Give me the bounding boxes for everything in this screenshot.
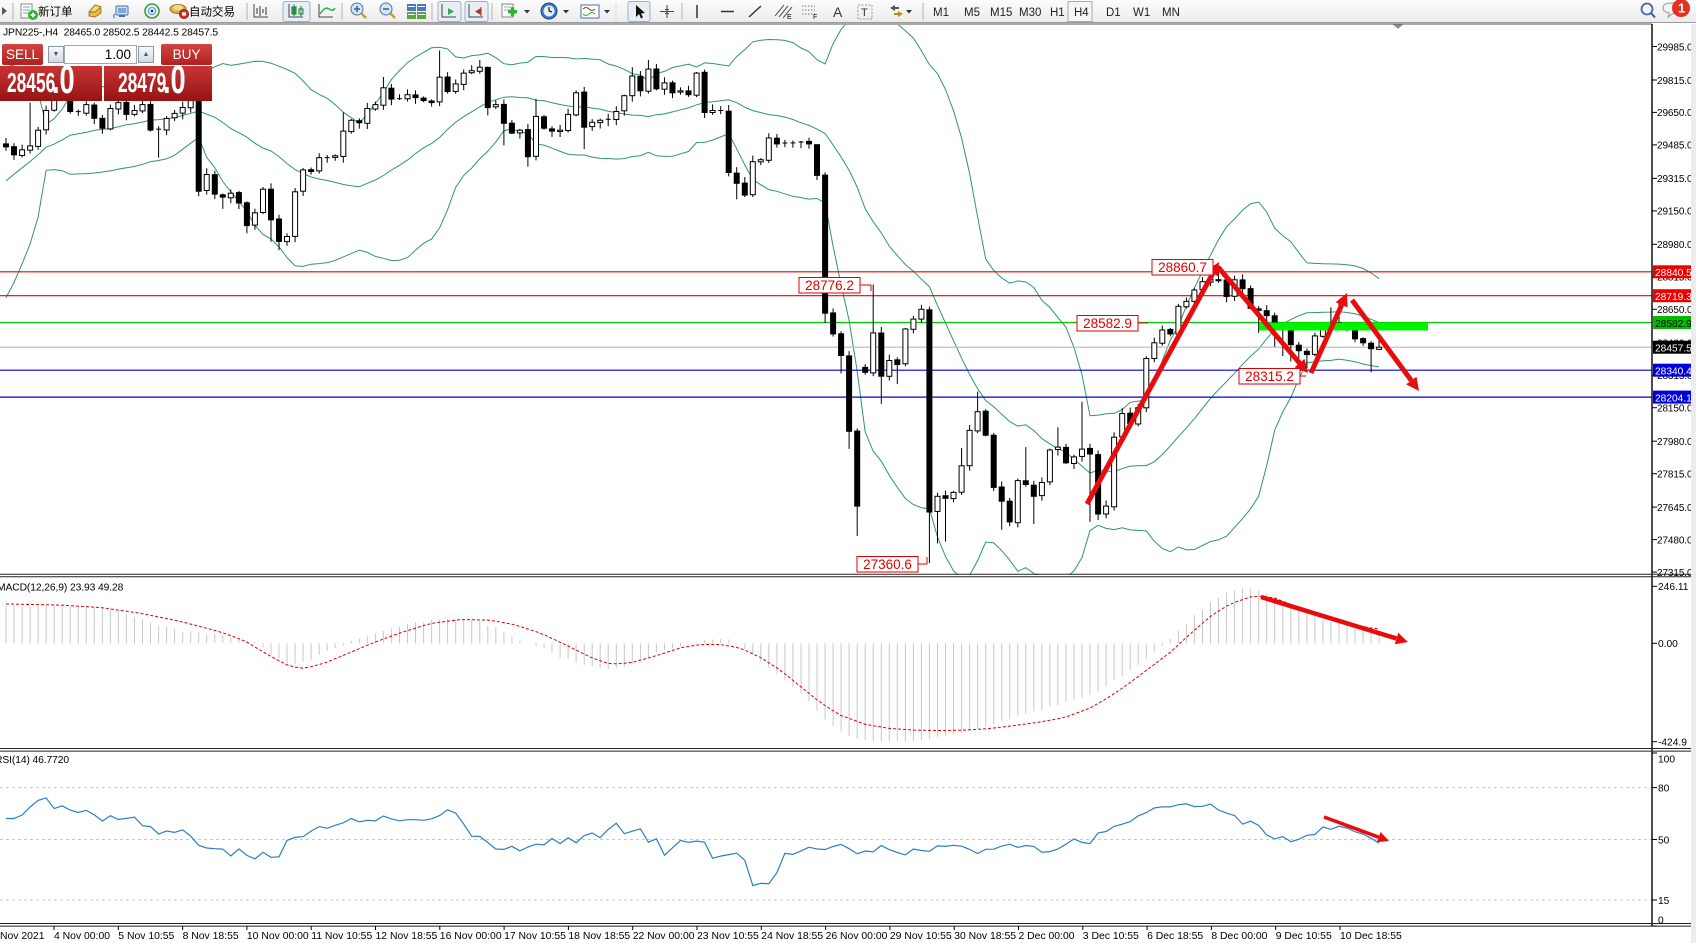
svg-text:F: F	[813, 14, 817, 21]
svg-text:1: 1	[1678, 1, 1685, 16]
svg-text:17 Nov 10:55: 17 Nov 10:55	[504, 931, 566, 942]
svg-text:D1: D1	[1106, 7, 1121, 19]
svg-text:E: E	[787, 14, 792, 21]
svg-text:100: 100	[1658, 754, 1675, 765]
svg-text:12 Nov 18:55: 12 Nov 18:55	[376, 931, 438, 942]
svg-text:28150.0: 28150.0	[1657, 404, 1693, 415]
svg-text:29650.0: 29650.0	[1657, 108, 1693, 119]
svg-text:9 Dec 10:55: 9 Dec 10:55	[1276, 931, 1332, 942]
svg-text:M1: M1	[933, 7, 949, 19]
svg-text:23 Nov 10:55: 23 Nov 10:55	[697, 931, 759, 942]
svg-text:8 Nov 18:55: 8 Nov 18:55	[183, 931, 239, 942]
svg-text:6 Dec 18:55: 6 Dec 18:55	[1147, 931, 1203, 942]
svg-text:29 Nov 10:55: 29 Nov 10:55	[890, 931, 952, 942]
svg-text:28650.0: 28650.0	[1657, 305, 1693, 316]
svg-text:28840.5: 28840.5	[1655, 268, 1692, 279]
svg-text:M5: M5	[964, 7, 980, 19]
svg-text:M30: M30	[1019, 7, 1041, 19]
svg-text:MACD(12,26,9) 23.93 49.28: MACD(12,26,9) 23.93 49.28	[0, 583, 124, 594]
svg-text:自动交易: 自动交易	[189, 5, 235, 19]
svg-text:16 Nov 00:00: 16 Nov 00:00	[440, 931, 502, 942]
svg-text:M15: M15	[990, 7, 1012, 19]
svg-text:11 Nov 10:55: 11 Nov 10:55	[311, 931, 372, 942]
svg-text:27815.0: 27815.0	[1657, 470, 1693, 481]
svg-text:4 Nov 00:00: 4 Nov 00:00	[54, 931, 110, 942]
svg-text:18 Nov 18:55: 18 Nov 18:55	[568, 931, 630, 942]
svg-text:0.00: 0.00	[1658, 639, 1678, 650]
svg-text:8 Dec 00:00: 8 Dec 00:00	[1211, 931, 1267, 942]
svg-text:29985.0: 29985.0	[1657, 42, 1693, 53]
svg-text:5 Nov 10:55: 5 Nov 10:55	[118, 931, 174, 942]
svg-text:3 Dec 10:55: 3 Dec 10:55	[1083, 931, 1139, 942]
svg-text:28457.5: 28457.5	[1655, 344, 1692, 355]
svg-text:27980.0: 27980.0	[1657, 437, 1693, 448]
svg-text:Nov 2021: Nov 2021	[0, 931, 45, 942]
svg-text:29150.0: 29150.0	[1657, 207, 1693, 218]
svg-text:-424.9: -424.9	[1658, 738, 1687, 749]
svg-text:28315.2: 28315.2	[1245, 369, 1294, 384]
svg-text:29315.0: 29315.0	[1657, 174, 1693, 185]
svg-text:22 Nov 00:00: 22 Nov 00:00	[633, 931, 695, 942]
svg-text:26 Nov 00:00: 26 Nov 00:00	[826, 931, 888, 942]
svg-text:新订单: 新订单	[38, 5, 73, 19]
svg-text:27315.0: 27315.0	[1657, 568, 1693, 579]
svg-text:27645.0: 27645.0	[1657, 503, 1693, 514]
svg-text:28340.4: 28340.4	[1655, 367, 1692, 378]
svg-text:15: 15	[1658, 896, 1670, 907]
svg-text:H4: H4	[1074, 7, 1089, 19]
svg-text:24 Nov 18:55: 24 Nov 18:55	[761, 931, 823, 942]
svg-text:28980.0: 28980.0	[1657, 240, 1693, 251]
svg-text:T: T	[861, 7, 868, 19]
svg-text:28776.2: 28776.2	[805, 278, 854, 293]
svg-text:29815.0: 29815.0	[1657, 76, 1693, 87]
svg-text:W1: W1	[1133, 7, 1150, 19]
svg-text:27360.6: 27360.6	[863, 557, 912, 572]
svg-text:80: 80	[1658, 783, 1670, 794]
svg-text:28582.9: 28582.9	[1655, 319, 1692, 330]
svg-text:246.11: 246.11	[1658, 582, 1689, 593]
svg-text:50: 50	[1658, 835, 1670, 846]
svg-text:2 Dec 00:00: 2 Dec 00:00	[1019, 931, 1075, 942]
svg-text:A: A	[833, 4, 843, 20]
svg-text:10 Nov 00:00: 10 Nov 00:00	[247, 931, 309, 942]
svg-text:28719.3: 28719.3	[1655, 292, 1692, 303]
svg-text:H1: H1	[1050, 7, 1065, 19]
svg-text:28204.1: 28204.1	[1655, 393, 1692, 404]
svg-text:27480.0: 27480.0	[1657, 535, 1693, 546]
svg-text:28582.9: 28582.9	[1083, 316, 1132, 331]
svg-text:MN: MN	[1162, 7, 1180, 19]
svg-text:30 Nov 18:55: 30 Nov 18:55	[954, 931, 1016, 942]
svg-text:28860.7: 28860.7	[1158, 260, 1207, 275]
svg-text:10 Dec 18:55: 10 Dec 18:55	[1340, 931, 1402, 942]
svg-text:RSI(14) 46.7720: RSI(14) 46.7720	[0, 755, 69, 766]
svg-text:0: 0	[1658, 915, 1664, 926]
svg-text:JPN225-,H4 28465.0 28502.5 28: JPN225-,H4 28465.0 28502.5 28442.5 28457…	[3, 28, 218, 39]
svg-text:29485.0: 29485.0	[1657, 141, 1693, 152]
